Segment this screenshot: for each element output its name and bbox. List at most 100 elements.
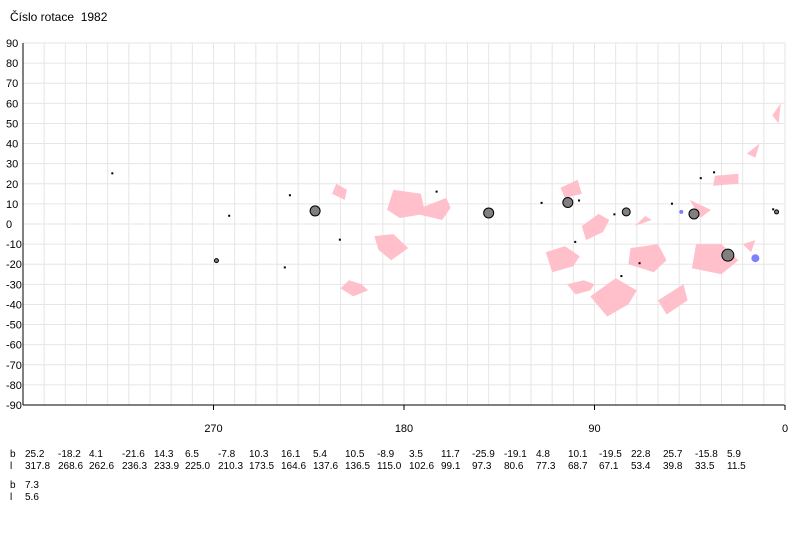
table-b-value: -19.5 <box>599 449 622 460</box>
table-l-value: 233.9 <box>154 461 180 472</box>
table-l-value: 137.6 <box>313 461 339 472</box>
table-l-value: 77.3 <box>536 461 556 472</box>
plage-region <box>332 183 347 200</box>
table-l-header: l <box>10 461 13 472</box>
y-tick-label: 90 <box>6 38 18 50</box>
x-tick-label: 270 <box>204 423 222 435</box>
spot-dot <box>620 275 623 278</box>
table-l-value: 115.0 <box>377 461 402 472</box>
y-tick-label: -90 <box>6 400 22 412</box>
table-l-value: 317.8 <box>25 461 51 472</box>
table-b-value: 6.5 <box>185 449 199 460</box>
table-b-value: 4.1 <box>89 449 103 460</box>
plage-region <box>658 284 688 315</box>
spot-gray <box>774 209 780 215</box>
table-l-value: 173.5 <box>249 461 275 472</box>
plage-region <box>746 143 760 158</box>
table-l-value: 33.5 <box>695 461 715 472</box>
spot-dot <box>283 266 286 269</box>
table-b-value: 5.9 <box>727 449 741 460</box>
table-l-value: 164.6 <box>281 461 307 472</box>
y-tick-label: -70 <box>6 360 22 372</box>
spot-dot <box>540 201 543 204</box>
plage-region <box>340 280 368 297</box>
table-l-value: 99.1 <box>441 461 461 472</box>
spot-blue <box>751 254 760 263</box>
spot-dot <box>338 238 341 241</box>
spot-dot <box>699 177 702 180</box>
table-l-value: 53.4 <box>631 461 651 472</box>
y-tick-label: -10 <box>6 239 22 251</box>
spot-blue <box>679 209 684 214</box>
solar-map-chart: 90 80 70 60 50 40 30 20 10 0 -10 -20 -30 -40 -50 -60 -70… <box>6 38 788 435</box>
y-tick-label: 80 <box>6 58 18 70</box>
y-tick-label: -60 <box>6 340 22 352</box>
table-l-value: 97.3 <box>472 461 492 472</box>
table-b-value: -8.9 <box>377 449 395 460</box>
plage-region <box>387 189 426 218</box>
plage-region <box>560 179 582 198</box>
y-tick-label: -30 <box>6 279 22 291</box>
spot-dot <box>578 199 581 202</box>
table-b-value: 3.5 <box>409 449 423 460</box>
spot-gray <box>621 207 631 217</box>
plage-region <box>581 213 610 241</box>
spot-gray <box>721 248 735 262</box>
y-tick-label: 50 <box>6 118 18 130</box>
table-l-value: 68.7 <box>568 461 588 472</box>
table-b-value: 10.3 <box>249 449 269 460</box>
table-l-value: 268.6 <box>58 461 84 472</box>
table-b-value: 22.8 <box>631 449 651 460</box>
table-b-value: -15.8 <box>695 449 718 460</box>
y-tick-label: 40 <box>6 139 18 151</box>
spot-dot <box>670 202 673 205</box>
table-b-value: -21.6 <box>122 449 145 460</box>
table-l-value: 136.5 <box>345 461 371 472</box>
y-tick-label: 10 <box>6 199 18 211</box>
table-l2-value: 5.6 <box>25 492 39 503</box>
table-l-value: 80.6 <box>504 461 524 472</box>
spot-dot <box>435 190 438 193</box>
table-b2-header: b <box>10 480 16 491</box>
spot-dot <box>713 171 716 174</box>
spot-gray <box>688 208 700 220</box>
table-b-value: 16.1 <box>281 449 301 460</box>
spot-dot <box>772 208 775 211</box>
plage-region <box>772 103 781 124</box>
spot-gray <box>483 207 495 219</box>
table-l-value: 236.3 <box>122 461 148 472</box>
plage-region <box>742 240 756 253</box>
plage-region <box>634 216 652 226</box>
y-tick-label: 60 <box>6 98 18 110</box>
spot-dot <box>111 172 114 175</box>
table-b-value: -19.1 <box>504 449 527 460</box>
table-l-value: 11.5 <box>727 461 746 472</box>
plage-region <box>590 278 637 317</box>
plage-region <box>545 246 580 273</box>
spot-gray <box>309 205 321 217</box>
spot-dot <box>574 240 577 243</box>
y-tick-label: -20 <box>6 259 22 271</box>
x-tick-label: 0 <box>782 423 788 435</box>
table-b-value: 11.7 <box>441 449 460 460</box>
table-b-value: 25.7 <box>663 449 683 460</box>
plage-region <box>689 199 711 218</box>
table-b-header: b <box>10 449 16 460</box>
table-b-value: 5.4 <box>313 449 327 460</box>
spot-dot <box>613 213 616 216</box>
spot-dot <box>288 194 291 197</box>
chart-title: Číslo rotace 1982 <box>10 10 108 24</box>
y-tick-label: 30 <box>6 159 18 171</box>
y-tick-label: 0 <box>6 219 12 231</box>
y-tick-label: 70 <box>6 78 18 90</box>
y-tick-label: 20 <box>6 179 18 191</box>
table-l-value: 225.0 <box>185 461 211 472</box>
table-l-value: 102.6 <box>409 461 435 472</box>
table-l-value: 67.1 <box>599 461 619 472</box>
spot-dot <box>638 262 641 265</box>
x-tick-label: 180 <box>395 423 413 435</box>
table-b-value: 10.1 <box>568 449 588 460</box>
spot-dot <box>228 214 231 217</box>
y-tick-label: -50 <box>6 320 22 332</box>
table-b-value: -25.9 <box>472 449 495 460</box>
